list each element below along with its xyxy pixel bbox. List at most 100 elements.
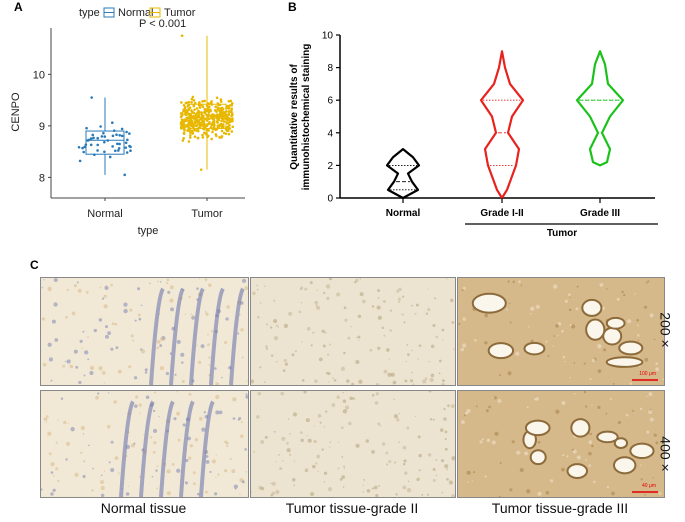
y-tick-label: 0 (327, 194, 333, 205)
data-point-normal (89, 143, 93, 147)
data-point-tumor (230, 114, 233, 118)
data-point-tumor (227, 99, 231, 103)
data-point-normal (125, 151, 129, 154)
data-point-tumor (228, 120, 232, 124)
data-point-tumor (226, 106, 230, 110)
histology-image-r2-c2 (250, 390, 456, 498)
data-point-tumor (189, 118, 193, 122)
data-point-tumor (205, 113, 209, 117)
data-point-tumor (189, 133, 192, 137)
data-point-normal (77, 145, 81, 149)
data-point-tumor (190, 121, 194, 124)
data-point-tumor (182, 103, 186, 107)
data-point-tumor (230, 107, 234, 110)
data-point-tumor (188, 129, 191, 133)
data-point-tumor (227, 118, 230, 121)
data-point-tumor (201, 133, 204, 137)
data-point-tumor (185, 116, 188, 120)
data-point-normal (82, 150, 85, 154)
data-point-tumor (198, 101, 201, 104)
data-point-tumor (222, 131, 226, 135)
data-point-tumor (207, 105, 211, 108)
y-tick-label: 8 (39, 172, 45, 184)
box-normal (85, 130, 125, 155)
data-point-tumor (184, 101, 188, 105)
data-point-tumor (220, 129, 224, 133)
histology-image-r1-c2 (250, 277, 456, 386)
scale-bar-label: 100 μm (639, 371, 656, 377)
data-point-tumor (200, 118, 203, 121)
cenpo-boxplot: type Normal Tumor P < 0.001 8 9 10 Normal T… (10, 7, 245, 237)
data-point-tumor (222, 111, 226, 115)
data-point-normal (102, 131, 105, 135)
y-tick-label: 10 (33, 69, 45, 81)
data-point-tumor (180, 118, 184, 122)
y-tick-label: 4 (327, 128, 333, 139)
data-point-normal (113, 149, 117, 153)
data-point-tumor (220, 136, 223, 139)
legend-item-tumor: Tumor (149, 7, 196, 19)
data-point-tumor (215, 96, 219, 100)
data-point-normal (120, 127, 124, 131)
y-axis-title: CENPO (10, 92, 22, 132)
data-point-normal (117, 149, 120, 152)
data-point-normal (99, 125, 102, 128)
data-point-tumor (181, 123, 185, 127)
data-point-tumor (194, 112, 198, 116)
data-point-tumor (205, 104, 209, 108)
data-point-tumor (221, 118, 225, 121)
data-point-tumor (195, 107, 199, 110)
data-point-tumor (219, 100, 223, 103)
data-point-tumor (210, 137, 213, 141)
data-point-normal (111, 134, 115, 138)
data-point-tumor (215, 110, 218, 113)
data-point-tumor (182, 136, 186, 140)
data-point-tumor (219, 107, 222, 110)
histology-image-r2-c1 (40, 390, 249, 498)
data-point-tumor (179, 115, 183, 119)
data-point-normal (91, 133, 95, 137)
data-point-normal (125, 130, 128, 134)
data-point-tumor (227, 110, 231, 113)
data-point-tumor (207, 122, 211, 125)
data-point-normal (96, 149, 99, 152)
data-point-tumor (214, 105, 218, 108)
panel-label-c: C (30, 258, 39, 272)
legend-label-tumor: Tumor (164, 7, 196, 19)
data-point-normal (116, 142, 119, 146)
y-tick-label: 9 (39, 121, 45, 133)
tumor-group-label: Tumor (547, 228, 577, 239)
x-tick-label-tumor: Tumor (191, 208, 223, 220)
data-point-tumor (219, 109, 223, 112)
data-point-tumor (193, 135, 197, 139)
x-tick-label-grade-i-ii: Grade I-II (480, 208, 524, 219)
data-point-tumor (189, 112, 193, 116)
x-tick-label-grade-iii: Grade III (580, 208, 620, 219)
data-point-tumor (193, 124, 196, 127)
data-point-tumor (190, 124, 193, 128)
data-point-tumor (180, 101, 183, 104)
data-point-tumor (184, 108, 188, 112)
violin-grade-i-ii (479, 50, 525, 200)
x-axis-title: type (138, 225, 159, 237)
data-point-tumor (192, 99, 196, 102)
data-point-tumor (211, 120, 215, 124)
data-point-normal (92, 136, 95, 140)
data-point-tumor (229, 99, 233, 103)
data-point-tumor (184, 112, 187, 116)
data-point-normal (103, 150, 106, 154)
data-point-tumor (207, 113, 210, 117)
data-point-normal (124, 146, 128, 149)
data-point-normal (126, 138, 129, 142)
x-tick-label-normal: Normal (386, 208, 421, 219)
data-point-tumor (193, 101, 197, 105)
data-point-tumor (191, 95, 195, 99)
data-point-normal (128, 132, 131, 135)
y-tick-label: 6 (327, 96, 333, 107)
data-point-tumor (182, 110, 185, 113)
y-axis-title-line-2: immunohistochemical staining (301, 44, 312, 191)
data-point-tumor (222, 115, 226, 118)
caption-tumor-grade-iii: Tumor tissue-grade III (491, 500, 629, 516)
data-point-tumor (206, 128, 210, 132)
data-point-tumor (210, 100, 213, 103)
